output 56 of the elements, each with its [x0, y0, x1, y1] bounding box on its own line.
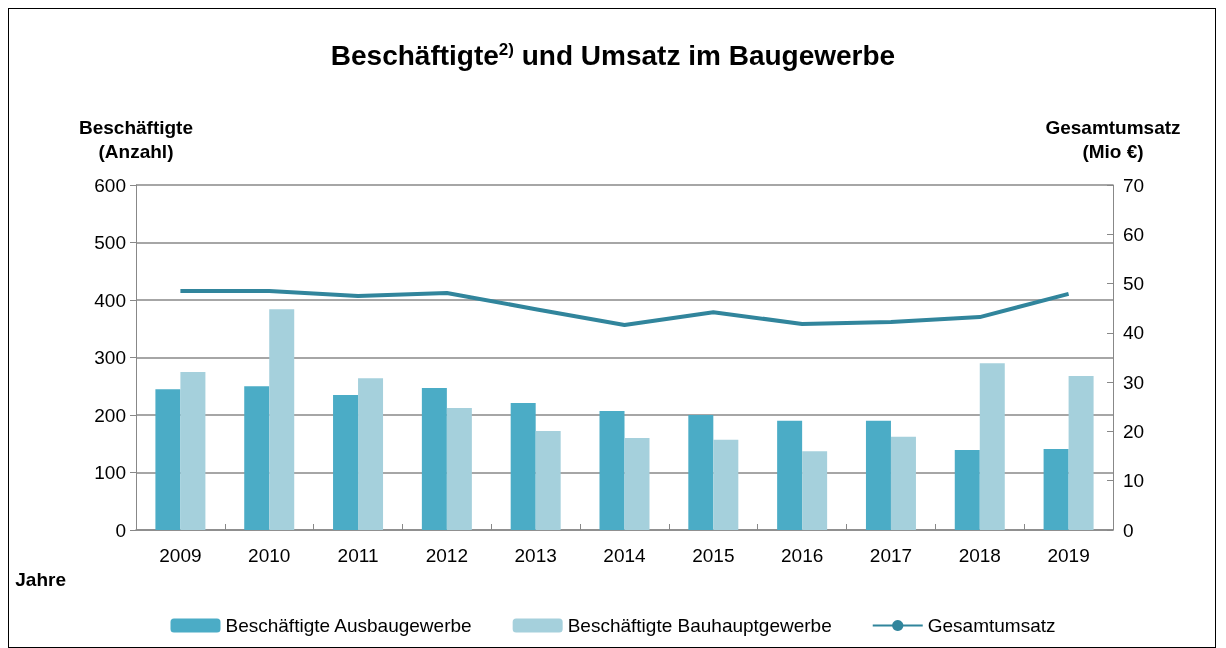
bar: [688, 415, 714, 530]
bar: [865, 420, 891, 530]
bar: [777, 420, 803, 530]
x-tick-label: 2011: [337, 545, 379, 566]
bar: [1043, 448, 1069, 530]
legend-label: Gesamtumsatz: [927, 615, 1056, 636]
x-axis-title: Jahre: [15, 569, 66, 590]
legend-label: Beschäftigte Ausbaugewerbe: [225, 615, 472, 636]
bar: [269, 309, 295, 530]
bar: [358, 378, 384, 530]
y2-tick-label: 20: [1123, 420, 1145, 442]
bar: [421, 387, 447, 530]
y2-tick-label: 60: [1123, 223, 1145, 245]
y2-tick-label: 30: [1123, 371, 1145, 393]
x-tick-label: 2013: [514, 545, 557, 566]
y-tick-label: 500: [94, 232, 126, 253]
bar: [802, 451, 828, 530]
x-tick-label: 2017: [869, 545, 913, 566]
y2-tick-label: 50: [1123, 273, 1145, 295]
y-tick-label: 100: [94, 462, 126, 483]
x-tick-label: 2018: [958, 545, 1001, 566]
bar: [624, 438, 650, 530]
bar: [713, 439, 739, 530]
bar: [244, 386, 270, 530]
bar: [535, 431, 561, 530]
legend-label: Beschäftigte Bauhauptgewerbe: [567, 615, 832, 636]
bar: [446, 408, 472, 530]
bar: [1068, 375, 1094, 530]
y-tick-label: 200: [94, 404, 126, 426]
line-series: [178, 288, 1071, 327]
x-tick-label: 2014: [603, 545, 647, 566]
y2-axis-title: Gesamtumsatz (Mio €): [1045, 116, 1181, 162]
y2-tick-label: 10: [1123, 470, 1145, 492]
y-tick-label: 300: [94, 347, 126, 368]
bar: [954, 450, 980, 530]
y-axis-title: Beschäftigte (Anzahl): [78, 116, 194, 162]
y-tick-label: 600: [94, 174, 126, 196]
bar: [599, 410, 625, 530]
y-tick-label: 400: [94, 289, 126, 311]
x-tick-label: 2010: [248, 545, 291, 566]
x-tick-label: 2016: [781, 545, 824, 566]
x-tick-label: 2009: [159, 545, 202, 566]
bar: [155, 389, 181, 530]
y-tick-label: 0: [115, 519, 126, 541]
y2-tick-label: 40: [1123, 322, 1145, 344]
bar: [333, 394, 359, 530]
x-tick-label: 2012: [425, 545, 468, 566]
chart-title: Beschäftigte$^{2)}$ und Umsatz im Baugewerbe: [329, 40, 897, 73]
bar: [510, 402, 536, 530]
x-tick-label: 2019: [1047, 545, 1090, 566]
bar: [890, 436, 916, 530]
y2-tick-label: 0: [1123, 519, 1134, 541]
bar: [979, 363, 1005, 530]
bar: [180, 371, 206, 530]
y2-tick-label: 70: [1123, 174, 1145, 196]
x-tick-label: 2015: [692, 545, 735, 566]
